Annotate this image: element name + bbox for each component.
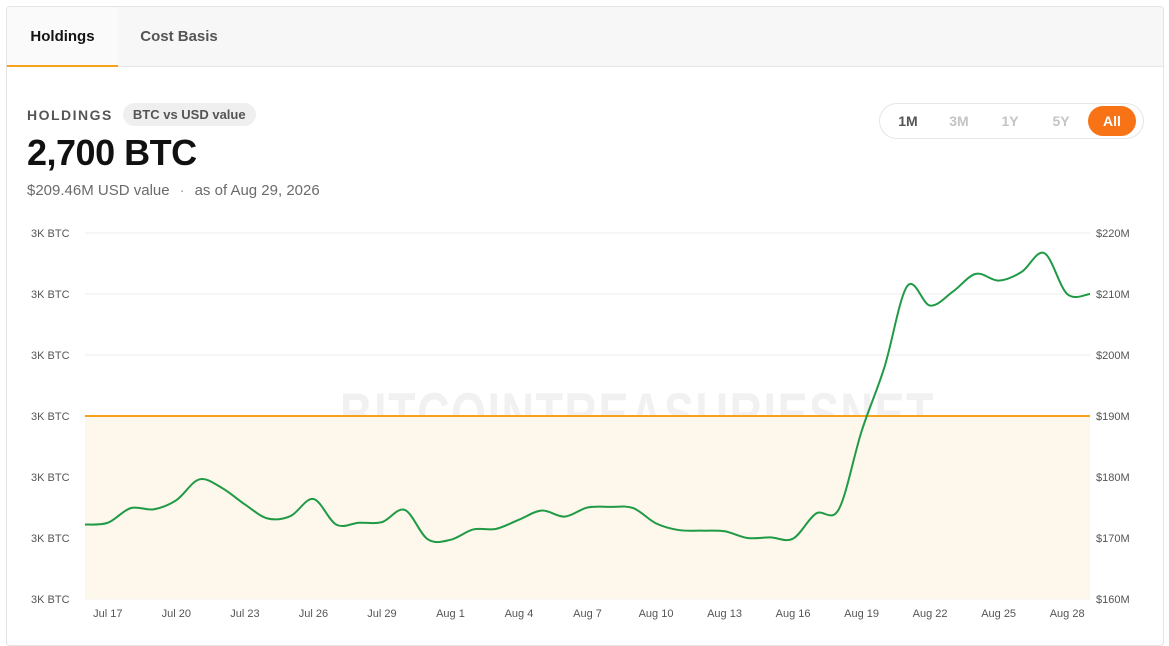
- right-axis-tick: $190M: [1096, 411, 1130, 423]
- left-axis-tick: 3K BTC: [31, 411, 70, 423]
- usd-value-line: [84, 251, 1091, 544]
- x-axis-tick: Jul 23: [230, 608, 259, 620]
- x-axis-tick: Aug 1: [436, 608, 465, 620]
- tab-cost-basis[interactable]: Cost Basis: [140, 28, 218, 45]
- left-axis-tick: 3K BTC: [31, 594, 70, 606]
- x-axis-tick: Aug 25: [981, 608, 1016, 620]
- x-axis-tick: Aug 28: [1050, 608, 1085, 620]
- btc-holdings-value: 2,700 BTC: [27, 132, 197, 173]
- x-axis-tick: Aug 22: [913, 608, 948, 620]
- holdings-chart: 3K BTC 3K BTC 3K BTC 3K BTC 3K BTC 3K BTC 3K B…: [31, 228, 1130, 620]
- right-axis-tick: $210M: [1096, 289, 1130, 301]
- separator-dot: ·: [179, 182, 185, 199]
- as-of-date: as of Aug 29, 2026: [194, 182, 320, 199]
- chart-lines: [84, 251, 1091, 544]
- x-axis: Jul 17 Jul 20 Jul 23 Jul 26 Jul 29 Aug 1 Aug 4…: [93, 608, 1084, 620]
- time-range-selector: 1M 3M 1Y 5Y All: [879, 103, 1144, 139]
- tab-bar: Holdings Cost Basis: [7, 7, 1163, 67]
- x-axis-tick: Jul 29: [367, 608, 396, 620]
- range-3m-button[interactable]: 3M: [949, 113, 969, 129]
- x-axis-tick: Jul 17: [93, 608, 122, 620]
- tab-holdings[interactable]: Holdings: [7, 7, 118, 67]
- left-axis-tick: 3K BTC: [31, 533, 70, 545]
- chart-mode-badge: BTC vs USD value: [122, 103, 256, 126]
- right-axis-tick: $180M: [1096, 472, 1130, 484]
- left-axis-tick: 3K BTC: [31, 350, 70, 362]
- x-axis-tick: Jul 20: [162, 608, 191, 620]
- left-axis-tick: 3K BTC: [31, 472, 70, 484]
- left-axis-tick: 3K BTC: [31, 228, 70, 240]
- range-1y-button[interactable]: 1Y: [1001, 113, 1019, 129]
- x-axis-tick: Aug 13: [707, 608, 742, 620]
- section-label: HOLDINGS: [27, 106, 113, 123]
- x-axis-tick: Aug 7: [573, 608, 602, 620]
- holdings-header: HOLDINGS BTC vs USD value 2,700 BTC $209…: [27, 103, 320, 199]
- range-all-button[interactable]: All: [1088, 106, 1136, 136]
- range-5y-button[interactable]: 5Y: [1052, 113, 1070, 129]
- right-axis-tick: $200M: [1096, 350, 1130, 362]
- x-axis-tick: Jul 26: [299, 608, 328, 620]
- x-axis-tick: Aug 4: [505, 608, 534, 620]
- usd-value: $209.46M USD value: [27, 182, 170, 199]
- right-axis-tick: $170M: [1096, 533, 1130, 545]
- range-1m-button[interactable]: 1M: [898, 113, 918, 129]
- right-axis-tick: $160M: [1096, 594, 1130, 606]
- x-axis-tick: Aug 10: [639, 608, 674, 620]
- right-axis: $220M $210M $200M $190M $180M $170M $160M: [1096, 228, 1130, 606]
- left-axis-tick: 3K BTC: [31, 289, 70, 301]
- x-axis-tick: Aug 16: [776, 608, 811, 620]
- left-axis: 3K BTC 3K BTC 3K BTC 3K BTC 3K BTC 3K BTC 3K B…: [31, 228, 70, 606]
- right-axis-tick: $220M: [1096, 228, 1130, 240]
- x-axis-tick: Aug 19: [844, 608, 879, 620]
